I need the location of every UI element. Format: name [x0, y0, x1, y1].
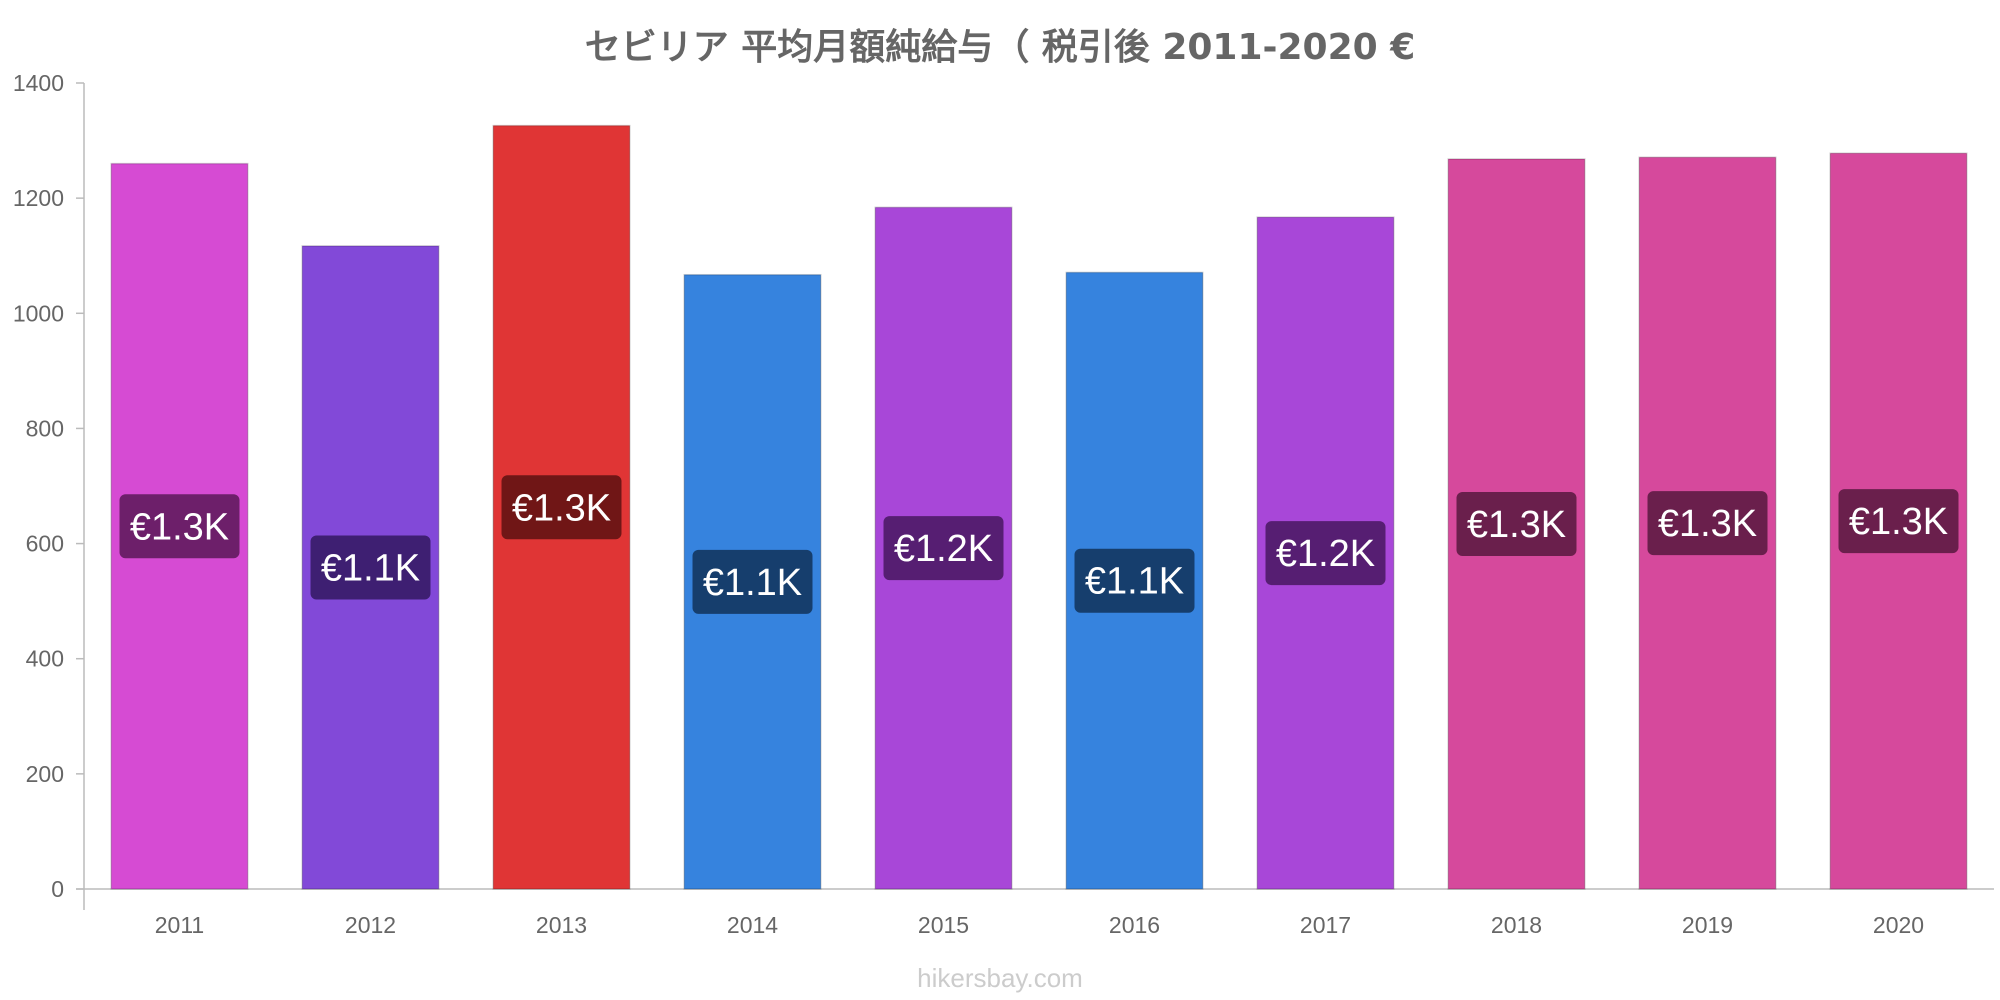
data-label-2018: €1.3K: [1456, 491, 1577, 556]
data-label-box: [310, 535, 431, 600]
data-label-2015: €1.2K: [883, 516, 1004, 581]
y-tick-label: 400: [26, 646, 64, 672]
x-tick-label: 2017: [1300, 912, 1351, 938]
data-label-text: €1.3K: [512, 487, 611, 529]
y-tick-label: 800: [26, 415, 64, 441]
y-axis: 0 200 400 600 800 1000 1200 1400: [13, 70, 85, 910]
x-tick-label: 2014: [727, 912, 778, 938]
data-label-box: [1838, 489, 1959, 554]
data-label-text: €1.1K: [321, 547, 420, 589]
y-tick-label: 1400: [13, 70, 64, 96]
data-label-text: €1.3K: [1658, 503, 1757, 545]
x-tick-label: 2013: [536, 912, 587, 938]
x-tick-label: 2020: [1873, 912, 1924, 938]
data-label-2013: €1.3K: [501, 475, 622, 540]
y-tick-label: 1200: [13, 185, 64, 211]
x-tick-label: 2019: [1682, 912, 1733, 938]
data-label-2011: €1.3K: [119, 494, 240, 559]
x-axis: 2011 2012 2013 2014 2015 2016 2017 2018 2019 2020: [76, 888, 1994, 938]
data-label-box: [119, 494, 240, 559]
x-tick-label: 2012: [345, 912, 396, 938]
data-label-2016: €1.1K: [1074, 548, 1195, 613]
y-tick-label: 0: [51, 876, 64, 902]
data-label-box: [883, 516, 1004, 581]
data-labels: €1.3K €1.1K €1.3K €1.1K €1.2K €1.1K €1.2K €1.3K…: [119, 475, 1959, 614]
data-label-text: €1.3K: [130, 506, 229, 548]
data-label-text: €1.3K: [1849, 501, 1948, 543]
data-label-box: [692, 549, 813, 614]
data-label-2020: €1.3K: [1838, 489, 1959, 554]
data-label-text: €1.2K: [894, 528, 993, 570]
data-label-text: €1.2K: [1276, 533, 1375, 575]
data-label-box: [1265, 521, 1386, 586]
data-label-box: [1456, 491, 1577, 556]
x-tick-label: 2018: [1491, 912, 1542, 938]
y-tick-label: 600: [26, 531, 64, 557]
data-label-2012: €1.1K: [310, 535, 431, 600]
data-label-2017: €1.2K: [1265, 521, 1386, 586]
x-tick-label: 2011: [155, 912, 204, 938]
data-label-box: [1647, 491, 1768, 556]
data-label-text: €1.1K: [1085, 561, 1184, 603]
chart-title: セビリア 平均月額純給与（ 税引後 2011-2020 €: [584, 27, 1416, 68]
data-label-text: €1.3K: [1467, 504, 1566, 546]
data-label-2019: €1.3K: [1647, 491, 1768, 556]
x-tick-label: 2016: [1109, 912, 1160, 938]
data-label-text: €1.1K: [703, 562, 802, 604]
data-label-box: [501, 475, 622, 540]
data-label-2014: €1.1K: [692, 549, 813, 614]
x-tick-label: 2015: [918, 912, 969, 938]
y-tick-label: 1000: [13, 300, 64, 326]
watermark: hikersbay.com: [917, 963, 1083, 993]
data-label-box: [1074, 548, 1195, 613]
y-tick-label: 200: [26, 761, 64, 787]
